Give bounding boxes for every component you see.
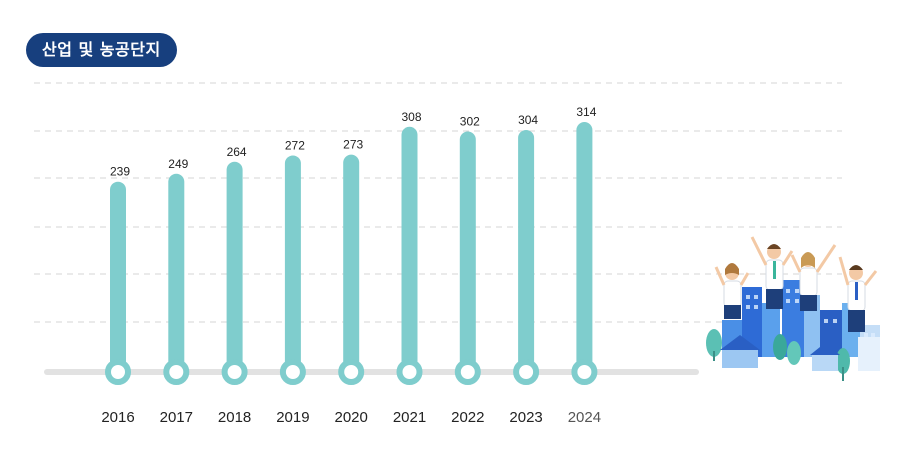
bar <box>459 131 476 372</box>
data-label: 304 <box>518 113 538 127</box>
bar <box>226 161 243 372</box>
data-label: 273 <box>343 138 363 152</box>
bar <box>110 181 126 372</box>
bar <box>401 126 418 372</box>
x-tick-label: 2021 <box>393 409 426 426</box>
x-tick-label: 2023 <box>509 409 542 426</box>
bar-base-marker <box>279 359 306 385</box>
data-labels: 239 249 264 272 273 308 302 304 314 <box>110 105 597 179</box>
x-tick-label: 2022 <box>451 409 484 426</box>
bar <box>284 155 301 372</box>
x-tick-label: 2024 <box>568 409 601 426</box>
x-tick-label: 2017 <box>160 409 193 426</box>
bar <box>518 129 535 372</box>
x-tick-label: 2018 <box>218 409 251 426</box>
celebrating-people-city-illustration <box>706 236 880 381</box>
bar-base-marker <box>221 359 248 385</box>
x-axis-baseline <box>44 369 699 375</box>
bar <box>343 154 360 372</box>
data-label: 272 <box>285 138 305 152</box>
bar-base-marker <box>513 359 540 385</box>
bar <box>576 122 593 372</box>
bar-base-marker <box>396 359 423 385</box>
x-tick-label: 2019 <box>276 409 309 426</box>
data-label: 314 <box>576 105 596 119</box>
data-label: 239 <box>110 165 130 179</box>
bar-base-marker <box>163 359 190 385</box>
bars <box>105 122 598 385</box>
data-label: 249 <box>168 157 188 171</box>
data-label: 302 <box>460 115 480 129</box>
x-tick-label: 2020 <box>335 409 368 426</box>
data-label: 264 <box>227 145 247 159</box>
x-tick-label: 2016 <box>101 409 134 426</box>
bar-base-marker <box>338 359 365 385</box>
bar-base-marker <box>454 359 481 385</box>
data-label: 308 <box>401 110 421 124</box>
chart-title-badge: 산업 및 농공단지 <box>26 33 177 67</box>
bar-base-marker <box>105 359 131 385</box>
bar-base-marker <box>571 359 598 385</box>
x-axis-tick-labels: 2016 2017 2018 2019 2020 2021 2022 2023 2024 <box>101 409 601 426</box>
bar <box>168 173 185 372</box>
